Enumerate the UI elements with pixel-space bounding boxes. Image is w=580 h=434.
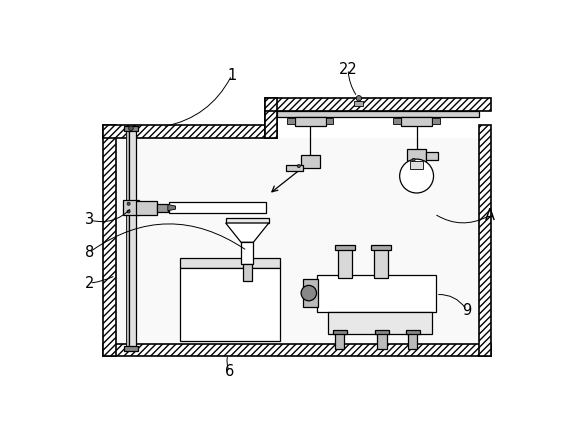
Bar	[125, 129, 129, 349]
Bar	[265, 98, 277, 138]
Bar	[286, 164, 303, 171]
Bar	[408, 332, 418, 349]
Circle shape	[129, 126, 133, 131]
Bar	[124, 346, 138, 351]
Circle shape	[127, 210, 130, 213]
Circle shape	[356, 95, 361, 101]
Bar	[103, 125, 115, 356]
Bar	[265, 98, 491, 111]
Bar	[407, 149, 426, 161]
Circle shape	[301, 286, 317, 301]
Bar	[374, 248, 388, 278]
Bar	[338, 248, 352, 278]
Bar	[103, 125, 265, 138]
Bar	[426, 152, 438, 160]
Text: 2: 2	[85, 276, 94, 291]
Bar	[371, 245, 391, 250]
Text: 8: 8	[85, 245, 94, 260]
Bar	[277, 111, 479, 117]
Bar	[375, 330, 389, 334]
Bar	[295, 117, 326, 126]
Circle shape	[412, 158, 415, 161]
Bar	[157, 204, 168, 212]
Circle shape	[127, 202, 130, 205]
Bar	[317, 276, 436, 312]
Bar	[354, 101, 364, 106]
Bar	[124, 126, 138, 132]
Bar	[180, 258, 280, 268]
Text: 1: 1	[227, 68, 237, 83]
Bar	[180, 268, 280, 341]
Bar	[136, 201, 157, 214]
Bar	[333, 330, 346, 334]
Bar	[115, 138, 479, 344]
Bar	[393, 118, 401, 125]
Bar	[326, 118, 334, 125]
Bar	[169, 202, 266, 213]
Bar	[301, 155, 320, 168]
Bar	[432, 118, 440, 125]
Bar	[335, 332, 344, 349]
Text: 3: 3	[85, 212, 94, 227]
Circle shape	[297, 164, 300, 168]
Text: 22: 22	[339, 62, 357, 76]
Bar	[242, 264, 252, 281]
Bar	[103, 344, 491, 356]
Bar	[335, 245, 355, 250]
Bar	[226, 217, 269, 223]
Bar	[411, 161, 423, 169]
Bar	[479, 125, 491, 356]
Bar	[287, 118, 295, 125]
Bar	[406, 330, 420, 334]
Bar	[378, 332, 386, 349]
Circle shape	[400, 159, 433, 193]
Text: 6: 6	[225, 364, 234, 379]
Bar	[129, 129, 136, 349]
Bar	[265, 111, 277, 138]
Bar	[123, 200, 139, 215]
Bar	[328, 312, 432, 334]
Bar	[241, 242, 253, 264]
Bar	[303, 279, 318, 307]
Bar	[401, 117, 432, 126]
Text: A: A	[485, 208, 495, 223]
Polygon shape	[226, 223, 269, 242]
Polygon shape	[168, 204, 176, 210]
Text: 9: 9	[462, 302, 472, 318]
